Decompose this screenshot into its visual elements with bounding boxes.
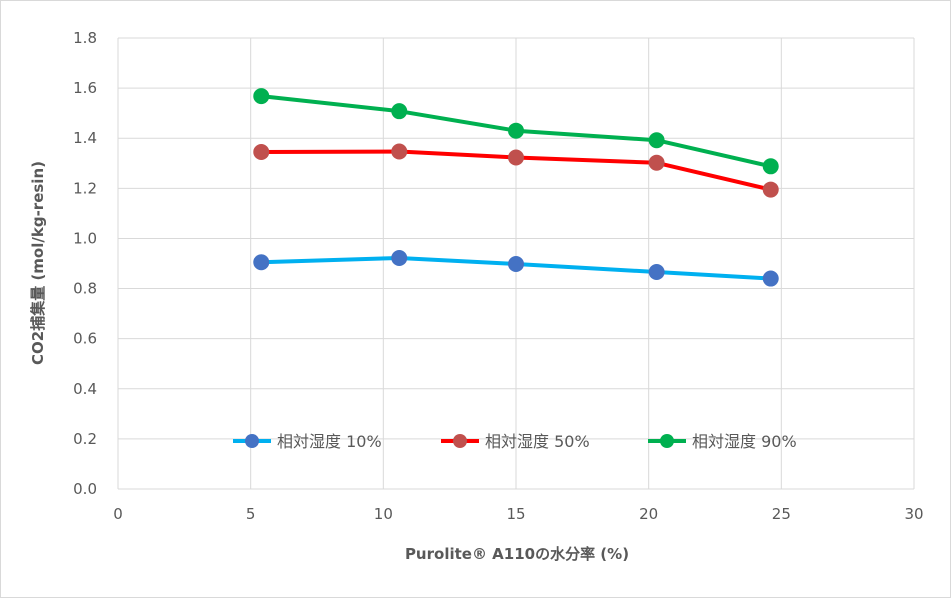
x-tick-label: 5 <box>246 505 256 523</box>
y-tick-label: 1.0 <box>73 229 97 247</box>
y-tick-label: 0.6 <box>73 330 97 348</box>
y-tick-label: 0.2 <box>73 430 97 448</box>
series-2 <box>253 143 779 198</box>
y-axis-ticks: 0.0 0.2 0.4 0.6 0.8 1.0 1.2 1.4 1.6 1.8 <box>73 29 97 498</box>
x-axis-ticks: 0 5 10 15 20 25 30 <box>113 505 923 523</box>
y-tick-label: 1.2 <box>73 179 97 197</box>
legend-item-3: 相対湿度 90% <box>648 432 797 451</box>
data-point <box>391 249 408 266</box>
data-point <box>648 264 665 281</box>
data-point <box>762 158 779 175</box>
data-point <box>648 132 665 149</box>
legend-item-1: 相対湿度 10% <box>233 432 382 451</box>
legend-label: 相対湿度 10% <box>277 432 382 451</box>
y-tick-label: 0.0 <box>73 480 97 498</box>
data-point <box>508 256 524 273</box>
x-tick-label: 20 <box>639 505 658 523</box>
x-tick-label: 0 <box>113 505 123 523</box>
legend: 相対湿度 10% 相対湿度 50% 相対湿度 90% <box>233 432 797 451</box>
legend-marker <box>660 434 674 448</box>
x-tick-label: 25 <box>772 505 791 523</box>
series-layer <box>253 88 779 287</box>
x-tick-label: 30 <box>904 505 923 523</box>
x-axis-title: Purolite® A110の水分率 (%) <box>405 545 629 563</box>
data-point <box>253 144 270 161</box>
legend-marker <box>453 434 467 448</box>
y-tick-label: 0.4 <box>73 380 97 398</box>
data-point <box>762 270 779 287</box>
series-3 <box>253 88 779 175</box>
data-point <box>253 254 270 271</box>
x-tick-label: 15 <box>506 505 525 523</box>
data-point <box>391 143 408 160</box>
legend-marker <box>245 434 259 448</box>
y-tick-label: 0.8 <box>73 280 97 298</box>
y-tick-label: 1.6 <box>73 79 97 97</box>
data-point <box>391 103 408 120</box>
series-1 <box>253 249 779 287</box>
legend-label: 相対湿度 50% <box>485 432 590 451</box>
y-tick-label: 1.4 <box>73 129 97 147</box>
data-point <box>508 122 524 139</box>
y-axis-title: CO2捕集量 (mol/kg-resin) <box>29 161 47 365</box>
data-point <box>508 149 524 166</box>
data-point <box>762 181 779 198</box>
legend-label: 相対湿度 90% <box>692 432 797 451</box>
x-tick-label: 10 <box>374 505 393 523</box>
y-tick-label: 1.8 <box>73 29 97 47</box>
data-point <box>253 88 270 105</box>
data-point <box>648 154 665 171</box>
legend-item-2: 相対湿度 50% <box>441 432 590 451</box>
